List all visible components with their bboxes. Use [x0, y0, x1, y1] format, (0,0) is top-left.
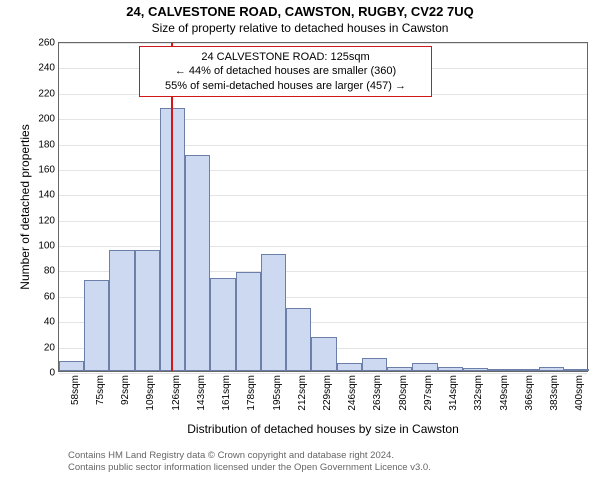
xtick-label: 212sqm	[297, 375, 308, 411]
histogram-bar	[564, 369, 589, 371]
ytick-label: 80	[44, 266, 55, 277]
plot-area: 02040608010012014016018020022024026058sq…	[58, 42, 588, 372]
histogram-bar	[362, 358, 387, 371]
ytick-label: 20	[44, 342, 55, 353]
ytick-label: 0	[49, 368, 55, 379]
histogram-bar	[539, 367, 564, 371]
ytick-label: 40	[44, 317, 55, 328]
histogram-bar	[387, 367, 412, 371]
histogram-bar	[261, 254, 286, 371]
histogram-bar	[59, 361, 84, 371]
xtick-label: 263sqm	[372, 375, 383, 411]
xtick-label: 195sqm	[272, 375, 283, 411]
chart-subtitle: Size of property relative to detached ho…	[0, 19, 600, 37]
xtick-label: 366sqm	[524, 375, 535, 411]
xtick-label: 75sqm	[95, 375, 106, 405]
histogram-bar	[210, 278, 235, 371]
xtick-label: 143sqm	[196, 375, 207, 411]
histogram-bar	[84, 280, 109, 371]
ytick-label: 180	[38, 139, 55, 150]
histogram-bar	[438, 367, 463, 371]
y-axis-label: Number of detached properties	[18, 124, 32, 289]
histogram-bar	[311, 337, 336, 371]
annotation-line: 24 CALVESTONE ROAD: 125sqm	[146, 50, 425, 64]
histogram-bar	[185, 155, 210, 371]
chart-container: { "title": "24, CALVESTONE ROAD, CAWSTON…	[0, 0, 600, 500]
xtick-label: 246sqm	[347, 375, 358, 411]
xtick-label: 314sqm	[448, 375, 459, 411]
ytick-label: 100	[38, 241, 55, 252]
xtick-label: 383sqm	[549, 375, 560, 411]
ytick-label: 220	[38, 88, 55, 99]
histogram-bar	[463, 368, 488, 371]
gridline	[59, 170, 587, 171]
xtick-label: 92sqm	[120, 375, 131, 405]
ytick-label: 200	[38, 114, 55, 125]
annotation-box: 24 CALVESTONE ROAD: 125sqm← 44% of detac…	[139, 46, 432, 97]
histogram-bar	[488, 369, 513, 371]
xtick-label: 109sqm	[145, 375, 156, 411]
histogram-bar	[286, 308, 311, 371]
ytick-label: 160	[38, 164, 55, 175]
histogram-bar	[412, 363, 437, 371]
x-axis-label: Distribution of detached houses by size …	[187, 422, 458, 436]
gridline	[59, 373, 587, 374]
xtick-label: 297sqm	[423, 375, 434, 411]
gridline	[59, 119, 587, 120]
credit-line-2: Contains public sector information licen…	[68, 462, 431, 474]
xtick-label: 126sqm	[171, 375, 182, 411]
chart-title: 24, CALVESTONE ROAD, CAWSTON, RUGBY, CV2…	[0, 0, 600, 19]
histogram-bar	[135, 250, 160, 371]
xtick-label: 332sqm	[473, 375, 484, 411]
xtick-label: 178sqm	[246, 375, 257, 411]
histogram-bar	[337, 363, 362, 371]
gridline	[59, 43, 587, 44]
histogram-bar	[236, 272, 261, 371]
xtick-label: 58sqm	[70, 375, 81, 405]
ytick-label: 240	[38, 63, 55, 74]
gridline	[59, 246, 587, 247]
xtick-label: 161sqm	[221, 375, 232, 411]
ytick-label: 260	[38, 38, 55, 49]
histogram-bar	[109, 250, 134, 371]
gridline	[59, 221, 587, 222]
gridline	[59, 195, 587, 196]
xtick-label: 280sqm	[398, 375, 409, 411]
gridline	[59, 145, 587, 146]
histogram-bar	[513, 369, 538, 371]
ytick-label: 140	[38, 190, 55, 201]
ytick-label: 120	[38, 215, 55, 226]
xtick-label: 349sqm	[499, 375, 510, 411]
credits: Contains HM Land Registry data © Crown c…	[68, 450, 431, 474]
annotation-line: ← 44% of detached houses are smaller (36…	[146, 64, 425, 78]
credit-line-1: Contains HM Land Registry data © Crown c…	[68, 450, 431, 462]
ytick-label: 60	[44, 291, 55, 302]
xtick-label: 400sqm	[574, 375, 585, 411]
annotation-line: 55% of semi-detached houses are larger (…	[146, 79, 425, 93]
xtick-label: 229sqm	[322, 375, 333, 411]
